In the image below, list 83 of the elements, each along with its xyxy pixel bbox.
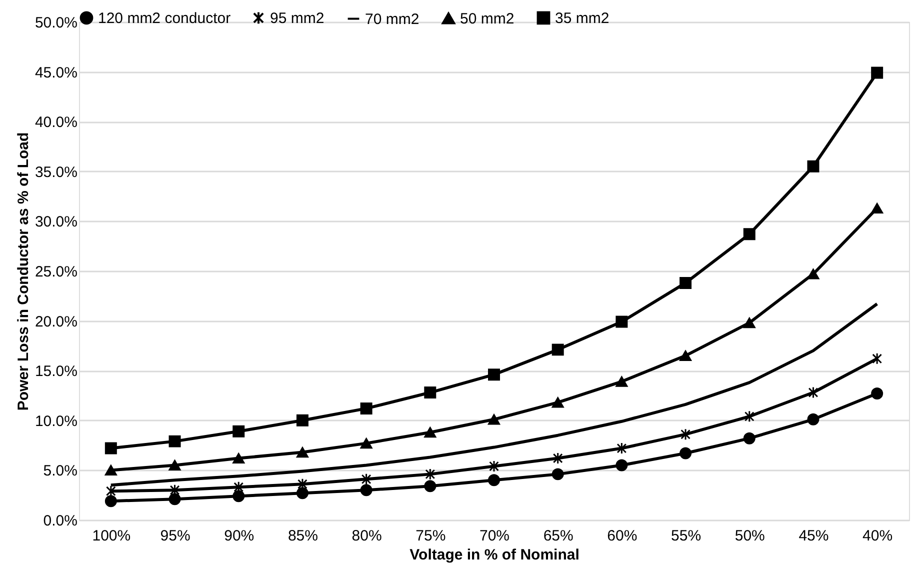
point (744, 410, 754, 422)
legend-label: 35 mm2 (555, 10, 610, 27)
legend-label: 70 mm2 (365, 10, 420, 28)
point (552, 344, 564, 356)
point (361, 473, 372, 486)
point (488, 414, 500, 425)
point (680, 350, 692, 361)
x-tick-label: 95% (160, 528, 190, 544)
x-tick-label: 80% (352, 528, 382, 544)
point (424, 480, 436, 492)
point (616, 376, 628, 387)
point (808, 386, 818, 399)
point (360, 402, 372, 414)
y-tick-label: 20.0% (34, 313, 78, 330)
point (168, 435, 181, 448)
y-tick-label: 0.0% (43, 512, 78, 530)
y-axis-title: Power Loss in Conductor as % of Load (14, 132, 32, 411)
x-tick-label: 75% (416, 528, 446, 544)
point (743, 318, 756, 328)
point (104, 495, 117, 508)
point (360, 484, 372, 496)
point (680, 428, 690, 440)
point (616, 442, 627, 454)
point (234, 481, 244, 494)
point (552, 468, 564, 480)
point (424, 427, 436, 438)
legend-label: 50 mm2 (460, 10, 514, 28)
point (104, 464, 117, 476)
point (807, 268, 820, 280)
point (296, 487, 308, 500)
y-tick-label: 50.0% (34, 14, 78, 32)
point (170, 484, 180, 496)
point (871, 202, 884, 214)
legend-label: 95 mm2 (270, 10, 324, 27)
x-axis-title: Voltage in % of Nominal (410, 546, 580, 564)
point (298, 478, 308, 490)
x-tick-label: 60% (607, 528, 638, 544)
point (425, 468, 436, 480)
point (168, 493, 181, 506)
point (743, 432, 756, 444)
point (871, 388, 884, 400)
point (106, 485, 116, 498)
x-tick-label: 50% (734, 528, 765, 544)
point (168, 460, 181, 471)
x-tick-label: 65% (543, 528, 574, 544)
y-tick-label: 35.0% (34, 164, 78, 181)
point (552, 397, 564, 408)
x-tick-label: 100% (92, 528, 131, 544)
point (807, 413, 820, 426)
x-tick-label: 70% (479, 528, 510, 544)
point (232, 490, 245, 502)
point (552, 452, 563, 464)
y-tick-label: 40.0% (34, 114, 78, 132)
point (489, 460, 499, 472)
point (296, 446, 308, 458)
x-tick-label: 55% (671, 528, 702, 544)
x-tick-label: 45% (798, 528, 829, 544)
point (616, 316, 628, 328)
point (360, 438, 372, 449)
y-tick-label: 45.0% (34, 64, 78, 82)
y-tick-label: 15.0% (34, 363, 78, 380)
point (680, 447, 692, 460)
point (232, 425, 245, 438)
point (232, 452, 245, 464)
x-tick-label: 90% (224, 528, 254, 544)
x-tick-label: 40% (862, 528, 893, 544)
point (871, 66, 884, 79)
point (680, 276, 692, 289)
point (488, 368, 500, 381)
x-tick-label: 85% (288, 528, 318, 544)
point (424, 386, 436, 399)
y-tick-label: 10.0% (34, 412, 78, 430)
point (872, 352, 882, 365)
y-tick-label: 25.0% (34, 264, 78, 280)
point (743, 228, 756, 240)
point (104, 442, 117, 454)
legend-label: 120 mm2 conductor (98, 10, 231, 27)
y-tick-label: 30.0% (34, 214, 78, 231)
point (616, 459, 628, 472)
point (488, 474, 500, 486)
point (807, 160, 820, 172)
y-tick-label: 5.0% (43, 462, 78, 480)
point (296, 414, 308, 426)
